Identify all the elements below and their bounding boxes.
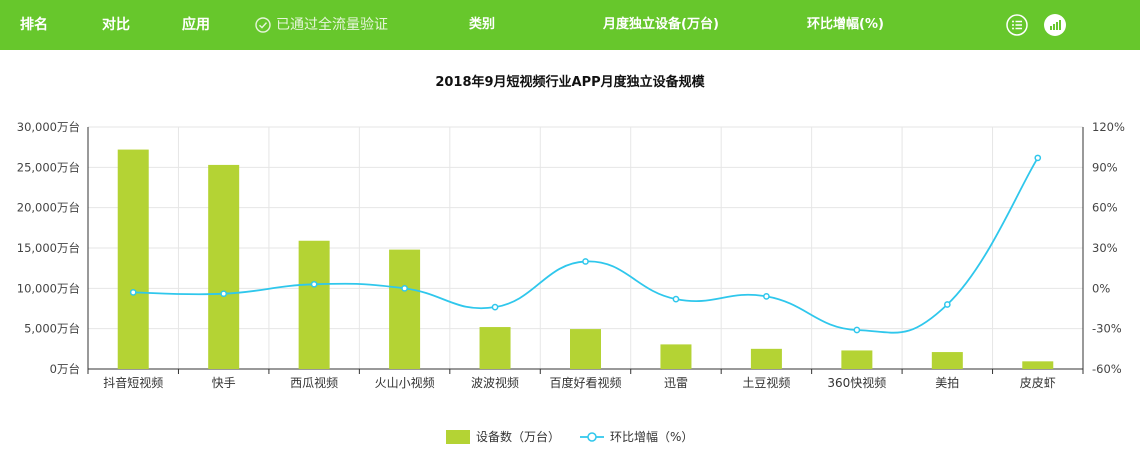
right-axis-tick-label: 0% <box>1092 281 1110 295</box>
growth-point-11 <box>1034 154 1042 162</box>
column-header-growth[interactable]: 环比增幅(%) <box>807 17 884 32</box>
chart-title: 2018年9月短视频行业APP月度独立设备规模 <box>435 74 705 90</box>
column-header-category[interactable]: 类别 <box>469 17 496 32</box>
tab-apps[interactable]: 应用 <box>182 17 210 33</box>
bar-1 <box>117 149 149 369</box>
legend-bar-swatch <box>446 430 470 444</box>
growth-point-5 <box>491 303 499 311</box>
x-axis-category-label: 土豆视频 <box>742 375 790 390</box>
growth-point-7 <box>672 295 680 303</box>
left-axis-tick-label: 0万台 <box>50 362 80 376</box>
list-view-icon[interactable] <box>1006 14 1028 36</box>
growth-point-2 <box>220 290 228 298</box>
bar-6 <box>570 329 601 369</box>
left-axis-tick-label: 10,000万台 <box>17 281 80 295</box>
growth-point-10 <box>943 301 951 308</box>
x-axis-category-label: 抖音短视频 <box>103 375 163 390</box>
bar-9 <box>841 350 873 369</box>
growth-point-9 <box>853 326 861 334</box>
right-axis-tick-label: 90% <box>1092 160 1118 174</box>
x-axis-category-label: 西瓜视频 <box>290 375 338 390</box>
growth-point-8 <box>763 293 770 300</box>
legend-bar-label: 设备数（万台） <box>476 429 560 444</box>
column-header-devices[interactable]: 月度独立设备(万台) <box>603 17 719 32</box>
left-axis-tick-label: 25,000万台 <box>17 160 80 174</box>
growth-point-1 <box>129 289 137 296</box>
verified-badge: 已通过全流量验证 <box>255 0 388 50</box>
x-axis-category-label: 快手 <box>212 376 236 390</box>
bar-5 <box>479 327 511 369</box>
left-axis-tick-label: 30,000万台 <box>17 120 80 134</box>
chart-area: 2018年9月短视频行业APP月度独立设备规模 0万台 -60% 5,000万台 -30… <box>17 74 1125 444</box>
bar-4 <box>389 249 421 369</box>
x-axis-category-label: 火山小视频 <box>375 375 435 390</box>
bar-2 <box>208 164 240 369</box>
growth-point-3 <box>310 280 318 288</box>
right-axis-tick-label: -60% <box>1092 362 1122 376</box>
bar-7 <box>660 344 692 369</box>
legend-line-marker <box>587 432 597 442</box>
legend-line-label: 环比增幅（%） <box>610 429 693 444</box>
x-axis-category-label: 皮皮虾 <box>1020 376 1056 390</box>
right-axis-tick-label: 120% <box>1092 120 1125 134</box>
right-axis-tick-label: -30% <box>1092 322 1122 336</box>
bar-11 <box>1022 361 1054 369</box>
top-toolbar: 排名 对比 应用 已通过全流量验证 类别 月度独立设备(万台) 环比增幅(%) <box>0 0 1140 50</box>
growth-point-4 <box>401 284 408 292</box>
growth-line <box>133 157 1039 334</box>
chart-view-icon[interactable] <box>1044 14 1066 36</box>
x-axis-category-label: 波波视频 <box>471 375 519 390</box>
bar-3 <box>298 240 330 369</box>
right-axis-tick-label: 60% <box>1092 201 1118 215</box>
verified-text: 已通过全流量验证 <box>276 17 388 33</box>
left-axis-tick-label: 5,000万台 <box>24 322 80 336</box>
left-axis-tick-label: 15,000万台 <box>17 241 80 255</box>
growth-point-6 <box>582 258 589 265</box>
bar-8 <box>750 348 782 369</box>
right-axis-tick-label: 30% <box>1092 241 1118 255</box>
x-axis-category-label: 迅雷 <box>664 376 688 390</box>
left-axis-tick-label: 20,000万台 <box>17 201 80 215</box>
x-axis-category-label: 360快视频 <box>827 375 886 390</box>
x-axis-category-label: 美拍 <box>935 375 959 390</box>
bar-10 <box>931 352 963 369</box>
check-circle-icon <box>255 17 271 33</box>
tab-ranking[interactable]: 排名 <box>20 17 48 33</box>
x-axis-category-label: 百度好看视频 <box>549 375 621 390</box>
tab-compare[interactable]: 对比 <box>102 17 130 33</box>
